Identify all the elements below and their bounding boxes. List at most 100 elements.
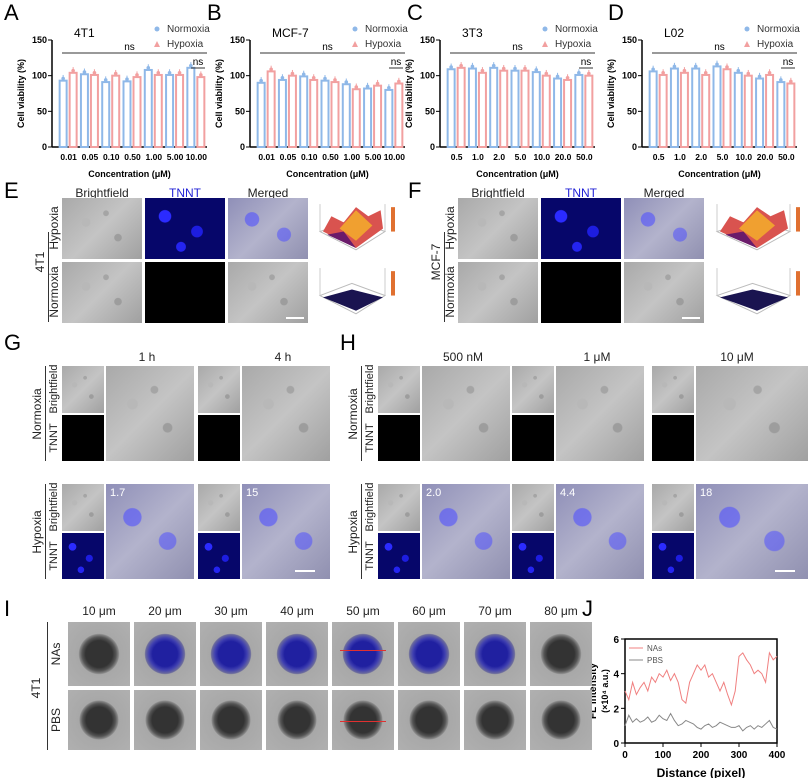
y-tick-label: 0 [632,142,637,152]
channel-label-tnnt: TNNT [48,423,60,453]
data-point [365,84,370,89]
column-header-merged: Merged [643,186,685,200]
spheroid-pbs-image [398,690,460,750]
fluorescence-ratio-value: 18 [700,487,713,499]
x-axis-label: Concentration (μM) [286,169,369,179]
y-tick-label: 4 [613,670,619,681]
intensity-3d-surface-plot [715,204,800,251]
legend-label: Hypoxia [555,39,592,50]
chart-title: MCF-7 [272,26,309,40]
micrograph-merged [422,366,510,461]
row-label-hypoxia: Hypoxia [47,206,61,250]
data-point [682,68,687,73]
micrograph-brightfield-thumb [512,484,554,531]
micrograph-brightfield-normoxia [458,262,538,323]
data-point [61,76,65,81]
x-tick-label: 5.0 [717,152,729,162]
data-point [344,80,349,84]
bar-normoxia [755,77,765,148]
spheroid-nas-image [530,622,592,686]
micrograph-brightfield-normoxia [62,262,142,323]
x-tick-label: 1.0 [472,152,484,162]
data-point [189,63,193,68]
data-point [672,64,677,69]
micrograph-tnnt-thumb [198,415,240,461]
y-tick-label: 2 [613,704,619,715]
spheroid-pbs-image [200,690,262,750]
channel-label-brightfield: Brightfield [364,482,376,532]
data-point [459,63,463,68]
bar-hypoxia [287,74,297,148]
grid-axes [716,268,791,296]
data-point [375,81,380,86]
data-point [725,65,729,69]
surface [720,289,788,311]
x-tick-label: 0.05 [280,152,297,162]
significance-label: ns [124,42,135,53]
y-tick-label: 50 [425,106,435,116]
fluorescence-ratio-value: 1.7 [110,487,126,499]
bar-normoxia [691,67,701,148]
row-label-nas: NAs [49,642,63,666]
data-point [565,76,570,80]
panel-label-g: G [4,330,22,355]
data-point [736,68,741,73]
x-tick-label: 0.05 [82,152,99,162]
condition-label-hypoxia: Hypoxia [30,510,44,554]
colorbar [391,271,395,296]
micrograph-merged-normoxia [624,262,704,323]
data-point [177,71,182,75]
legend-marker-normoxia [352,26,358,32]
micrograph-merged [422,484,510,579]
channel-label-brightfield: Brightfield [48,482,60,532]
bar-hypoxia [765,73,775,148]
spheroid-nas-image [266,622,328,686]
bar-normoxia [489,66,499,148]
column-header: 1 h [138,350,156,364]
bar-normoxia [531,71,541,148]
data-point [577,71,581,75]
line-profile-pbs [340,721,386,722]
data-point [587,71,591,76]
legend-marker-normoxia [744,26,750,32]
depth-header: 40 μm [280,604,314,618]
row-group-bracket [48,232,49,322]
micrograph-merged [106,484,194,579]
bar-normoxia [648,70,658,148]
bar-normoxia [669,67,679,148]
panel-label-h: H [340,330,356,355]
spheroid-nas-image [332,622,394,686]
x-tick-label: 0.10 [301,152,318,162]
grid-axes [319,204,386,232]
data-point [661,71,665,75]
data-point [156,71,161,75]
data-point [757,74,762,79]
spheroid-pbs-image [464,690,526,750]
column-header-merged: Merged [247,186,289,200]
series-line-nas [624,651,778,707]
micrograph-merged [556,366,644,461]
surface-peak [739,210,775,241]
column-header-tnnt: TNNT [565,186,597,200]
x-tick-label: 5.00 [365,152,382,162]
legend-label: Normoxia [757,24,800,35]
data-point [323,76,327,81]
viability-bar-charts: 0 50 100 150 Cell viability (%) 4T1 0.01 0.05 0.… [16,24,800,179]
x-axis-label: Concentration (μM) [88,169,171,179]
bar-hypoxia [309,78,319,148]
condition-label-hypoxia: Hypoxia [346,510,360,554]
column-header-brightfield: Brightfield [471,186,525,200]
data-point [92,71,97,75]
data-point [354,85,359,89]
data-point [534,68,539,72]
condition-bracket [45,484,46,579]
x-tick-label: 0.10 [103,152,120,162]
column-header: 4 h [274,350,292,364]
legend-label: Normoxia [555,24,598,35]
y-tick-label: 150 [230,35,245,45]
x-axis-label: Concentration (μM) [678,169,761,179]
bar-hypoxia [351,88,361,148]
significance-label: ns [714,42,725,53]
scale-bar [286,317,304,319]
